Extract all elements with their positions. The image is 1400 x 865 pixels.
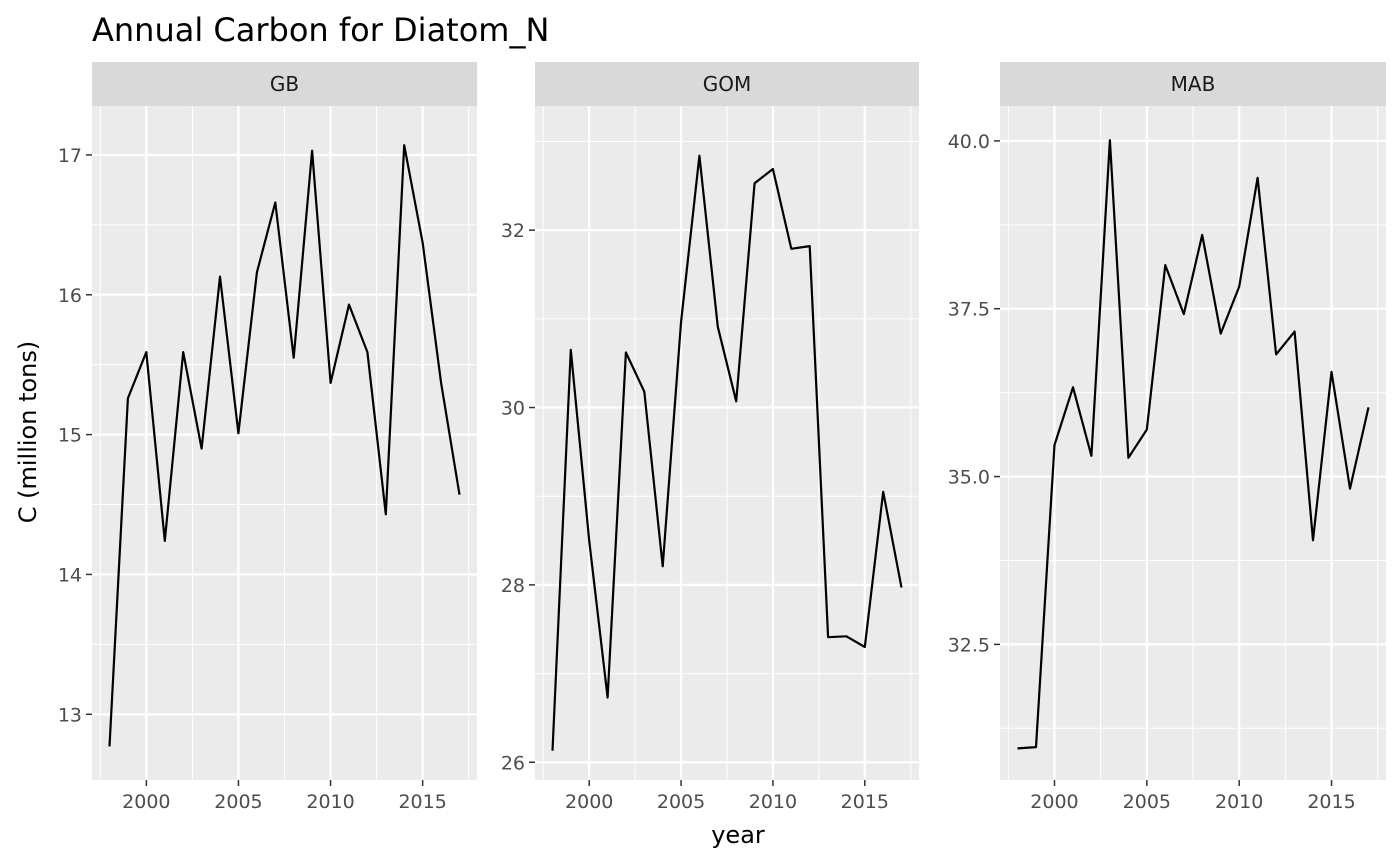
strip-label: GOM <box>703 72 752 96</box>
x-tick-label: 2005 <box>657 791 705 813</box>
x-tick-label: 2000 <box>122 791 170 813</box>
strip-background <box>92 62 477 106</box>
strip-label: MAB <box>1171 72 1216 96</box>
y-tick-label: 35.0 <box>948 467 990 489</box>
series-line-gom <box>551 154 903 751</box>
x-tick-label: 2000 <box>1030 791 1078 813</box>
strip-background <box>535 62 919 106</box>
y-tick-label: 32.5 <box>948 634 990 656</box>
y-tick-label: 26 <box>501 752 525 774</box>
x-tick-label: 2010 <box>749 791 797 813</box>
y-tick-label: 17 <box>58 145 82 167</box>
strip-background <box>1000 62 1386 106</box>
series-line-gb <box>108 144 461 747</box>
x-tick-label: 2000 <box>565 791 613 813</box>
y-tick-label: 37.5 <box>948 299 990 321</box>
y-tick-label: 30 <box>501 398 525 420</box>
y-tick-label: 16 <box>58 285 82 307</box>
y-tick-label: 32 <box>501 220 525 242</box>
y-axis-title: C (million tons) <box>14 341 42 524</box>
strip-label: GB <box>270 72 299 96</box>
x-tick-label: 2005 <box>214 791 262 813</box>
x-axis-title: year <box>711 821 765 849</box>
facet-panel-mab: MAB 2000 2005 2010 2015 32.5 35.0 37.5 40.0 <box>948 62 1386 813</box>
series-line-mab <box>1017 139 1370 750</box>
x-tick-label: 2015 <box>398 791 446 813</box>
x-tick-label: 2005 <box>1123 791 1171 813</box>
x-tick-label: 2015 <box>1307 791 1355 813</box>
y-tick-label: 13 <box>58 704 82 726</box>
x-tick-label: 2010 <box>1215 791 1263 813</box>
facet-panels: GB 2000 2005 2010 2015 13 14 15 16 17 GOM 2000 2005 2… <box>58 62 1386 813</box>
x-tick-label: 2010 <box>306 791 354 813</box>
chart-title: Annual Carbon for Diatom_N <box>92 11 549 49</box>
facet-panel-gom: GOM 2000 2005 2010 2015 26 28 30 32 <box>501 62 919 813</box>
y-tick-label: 28 <box>501 575 525 597</box>
y-tick-label: 14 <box>58 564 82 586</box>
y-tick-label: 15 <box>58 425 82 447</box>
y-tick-label: 40.0 <box>948 131 990 153</box>
x-tick-label: 2015 <box>841 791 889 813</box>
facet-panel-gb: GB 2000 2005 2010 2015 13 14 15 16 17 <box>58 62 477 813</box>
